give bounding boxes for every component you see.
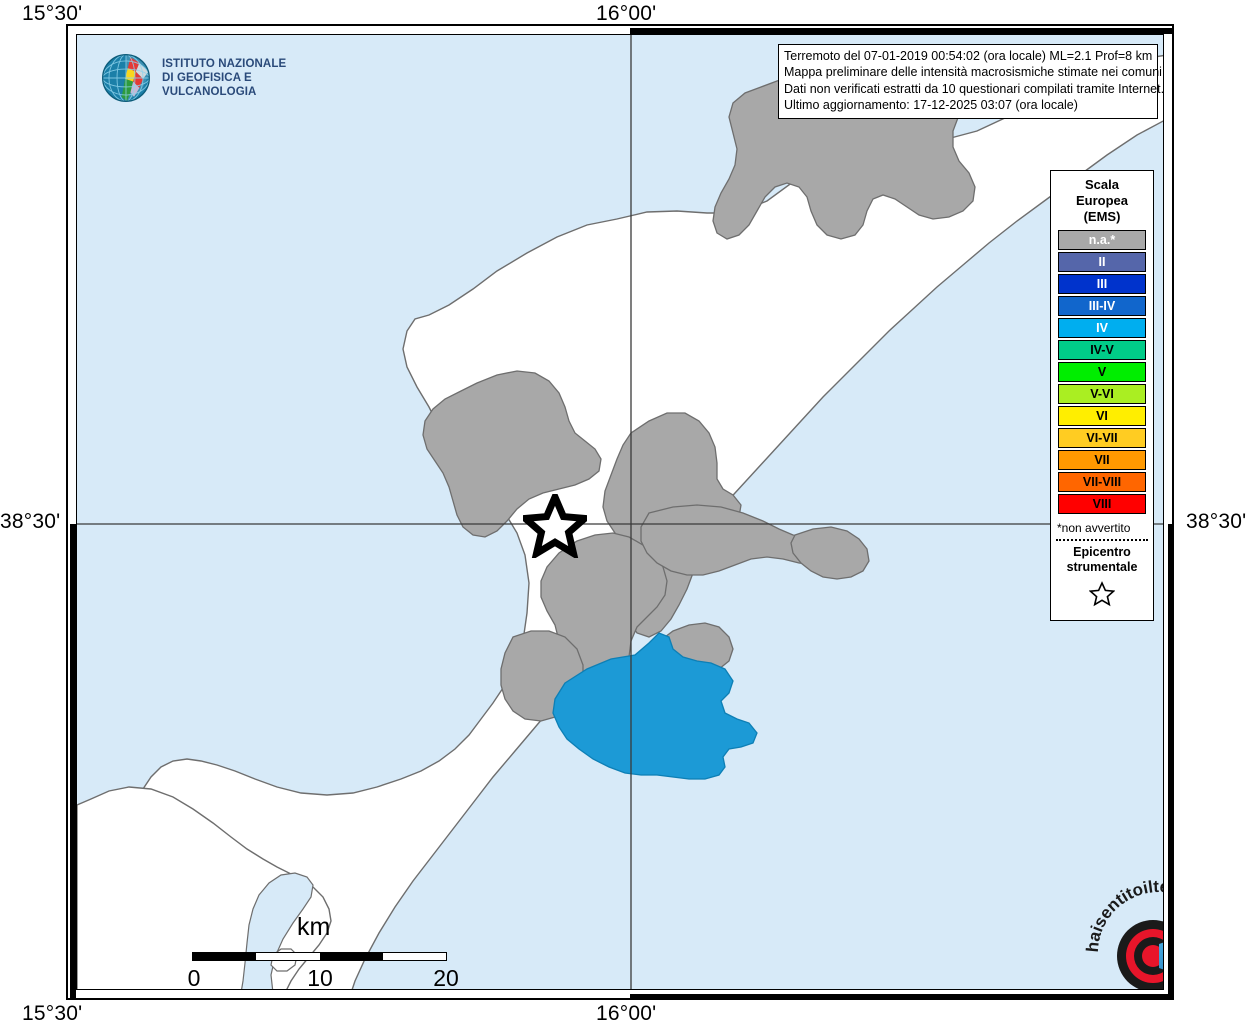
ingv-logo-line1: ISTITUTO NAZIONALE xyxy=(161,58,287,70)
scale-tick-0: 0 xyxy=(187,965,201,990)
legend-row-vi: VI xyxy=(1058,406,1146,426)
legend-divider xyxy=(1056,539,1148,541)
graticule-label-lon-right-bottom: 16°00' xyxy=(596,1002,657,1025)
legend-row-v-vi: V-VI xyxy=(1058,384,1146,404)
map-geography xyxy=(77,35,1163,989)
ingv-logo: ISTITUTO NAZIONALE DI GEOFISICA E VULCAN… xyxy=(100,46,330,110)
legend-title-line3: (EMS) xyxy=(1083,209,1121,224)
legend-row-iii: III xyxy=(1058,274,1146,294)
graticule-label-lat-left: 38°30' xyxy=(0,510,61,533)
legend-row-label: V xyxy=(1097,364,1107,379)
legend-title-line1: Scala xyxy=(1085,177,1119,192)
legend-row-label: III-IV xyxy=(1088,298,1116,313)
ingv-logo-line2: DI GEOFISICA E VULCANOLOGIA xyxy=(161,72,257,98)
info-line-update: Ultimo aggiornamento: 17-12-2025 03:07 (… xyxy=(784,98,1078,113)
frame-band-top-right xyxy=(630,28,1174,34)
legend-row-iv: IV xyxy=(1058,318,1146,338)
legend-row-label: VI xyxy=(1096,408,1108,423)
map-canvas[interactable]: km 0 10 20 xyxy=(76,34,1164,990)
legend-row-label: III xyxy=(1096,276,1108,291)
legend-row-viii: VIII xyxy=(1058,494,1146,514)
epicenter-star[interactable] xyxy=(523,494,587,558)
legend-row-vii: VII xyxy=(1058,450,1146,470)
scale-segment-4 xyxy=(382,953,446,960)
target-center xyxy=(1142,945,1163,967)
legend-row-v: V xyxy=(1058,362,1146,382)
legend-row-label: II xyxy=(1098,254,1106,269)
municipality-highlight-iv xyxy=(552,632,758,780)
legend-epicenter-title: Epicentro strumentale xyxy=(1055,545,1149,575)
legend-row-label: V-VI xyxy=(1090,386,1114,401)
info-line-data: Dati non verificati estratti da 10 quest… xyxy=(784,81,1165,96)
legend-entries: n.a.* II III III-IV IV IV-V V V-VI VI VI-VII VII VI… xyxy=(1055,230,1149,514)
legend-panel: Scala Europea (EMS) n.a.* II III III-IV IV IV… xyxy=(1050,170,1154,621)
legend-row-vi-vii: VI-VII xyxy=(1058,428,1146,448)
legend-row-label: IV xyxy=(1096,320,1108,335)
legend-row-label: VII xyxy=(1094,452,1110,467)
municipality-gray-west xyxy=(422,370,602,538)
frame-band-left-lower xyxy=(70,524,76,1000)
map-frame[interactable]: km 0 10 20 xyxy=(66,24,1174,1000)
legend-title: Scala Europea (EMS) xyxy=(1055,177,1149,225)
graticule-label-lat-right: 38°30' xyxy=(1186,510,1247,533)
earthquake-info-box: Terremoto del 07-01-2019 00:54:02 (ora l… xyxy=(778,44,1165,119)
legend-row-iii-iv: III-IV xyxy=(1058,296,1146,316)
legend-epicenter-line2: strumentale xyxy=(1066,560,1138,574)
graticule-label-lon-left-bottom: 15°30' xyxy=(22,1002,83,1025)
scale-tick-20: 20 xyxy=(433,965,459,990)
legend-epicenter-line1: Epicentro xyxy=(1073,545,1131,559)
graticule-label-lon-left-top: 15°30' xyxy=(22,2,83,25)
legend-row-ii: II xyxy=(1058,252,1146,272)
legend-row-label: IV-V xyxy=(1090,342,1114,357)
frame-band-right-lower xyxy=(1168,524,1174,1000)
frame-band-bottom-right xyxy=(630,994,1174,1000)
hsit-watermark[interactable]: ? haisentitoilterremoto.it www. xyxy=(1080,863,1163,989)
legend-footnote: *non avvertito xyxy=(1057,521,1131,535)
scale-bar-unit-label: km xyxy=(297,913,331,941)
scale-bar-segments xyxy=(192,952,447,961)
municipality-gray-east-small xyxy=(790,526,870,580)
legend-row-label: VI-VII xyxy=(1086,430,1118,445)
legend-row-n-a-: n.a.* xyxy=(1058,230,1146,250)
legend-row-label: VII-VIII xyxy=(1082,474,1122,489)
info-line-event: Terremoto del 07-01-2019 00:54:02 (ora l… xyxy=(784,49,1153,63)
info-line-map: Mappa preliminare delle intensità macros… xyxy=(784,65,1162,80)
legend-row-label: VIII xyxy=(1092,496,1112,511)
scale-segment-2 xyxy=(256,953,320,960)
scale-bar-ticks: 0 10 20 xyxy=(188,965,459,990)
scale-tick-10: 10 xyxy=(307,965,333,990)
legend-row-vii-viii: VII-VIII xyxy=(1058,472,1146,492)
scale-segment-1 xyxy=(193,953,257,960)
graticule-label-lon-right-top: 16°00' xyxy=(596,2,657,25)
ingv-globe-icon xyxy=(102,54,150,102)
megaphone-cone-icon xyxy=(1159,942,1163,970)
legend-title-line2: Europea xyxy=(1075,193,1128,208)
scale-segment-3 xyxy=(319,953,383,960)
legend-epicenter-icon xyxy=(1055,581,1149,612)
legend-row-label: n.a.* xyxy=(1088,232,1116,247)
legend-row-iv-v: IV-V xyxy=(1058,340,1146,360)
